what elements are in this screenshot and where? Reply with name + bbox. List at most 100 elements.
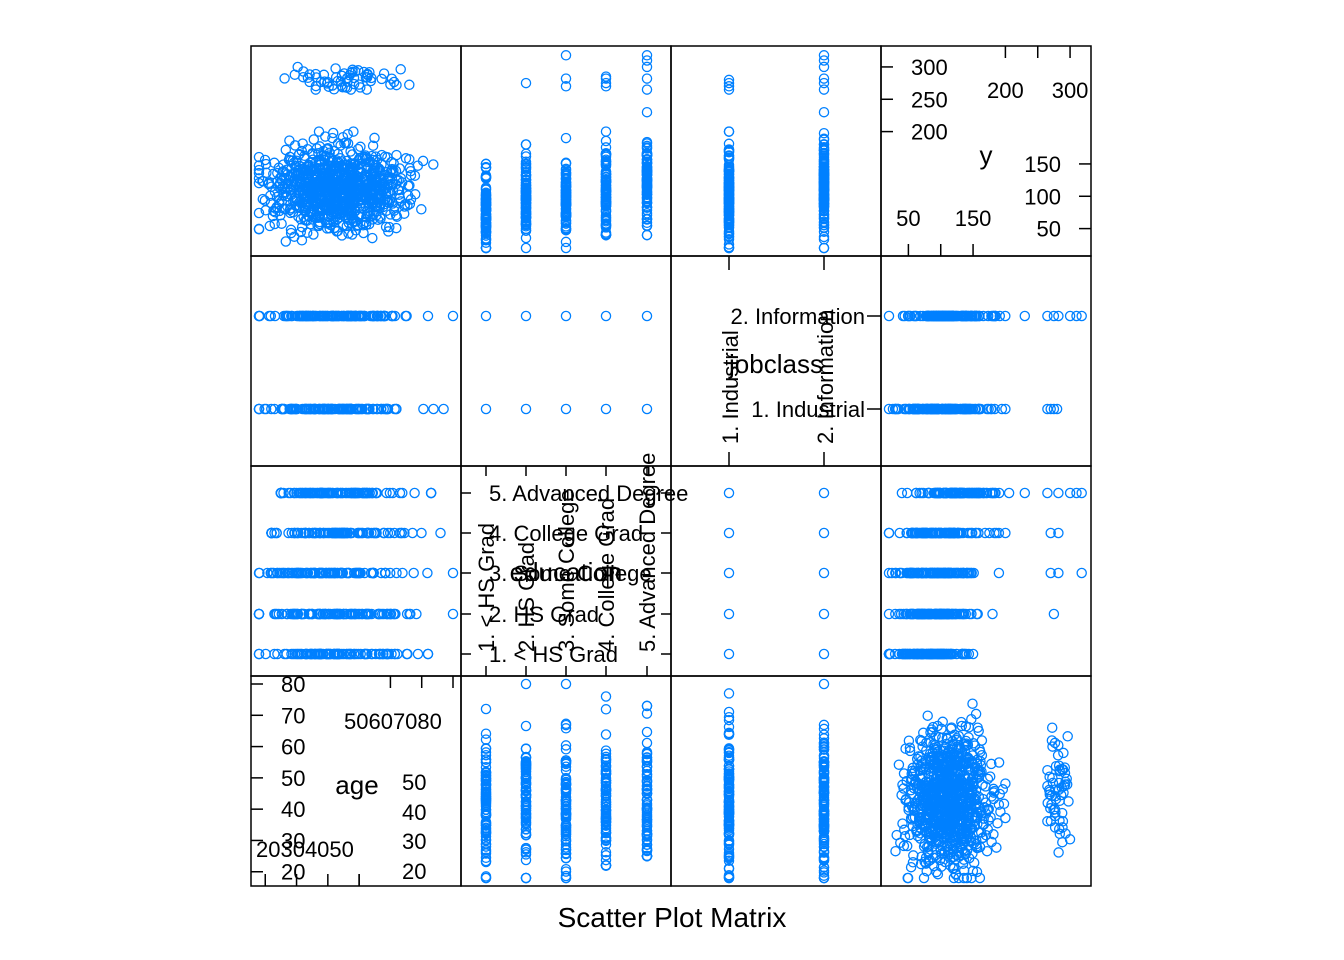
y-vs-jobclass-point bbox=[723, 147, 735, 158]
y-vs-education-point bbox=[641, 214, 653, 225]
jobclass-vs-education-point bbox=[641, 403, 653, 415]
age-vs-jobclass-point bbox=[723, 750, 735, 761]
jobclass-vs-age-point bbox=[317, 310, 329, 322]
y-vs-education-point bbox=[641, 217, 653, 229]
jobclass-vs-age-point bbox=[313, 403, 325, 415]
age-vs-education-point bbox=[560, 761, 572, 772]
jobclass-vs-education-point bbox=[560, 310, 572, 322]
age-vs-jobclass-point bbox=[723, 806, 735, 818]
y-vs-jobclass-point bbox=[723, 197, 735, 208]
education-vs-age-point bbox=[282, 608, 293, 620]
education-vs-age-point bbox=[272, 648, 283, 660]
age-vs-education-point bbox=[560, 718, 572, 730]
y-vs-education-point bbox=[560, 203, 572, 215]
age-vs-y-point bbox=[992, 817, 1003, 829]
education-vs-jobclass-point bbox=[723, 567, 735, 579]
education-vs-jobclass-point bbox=[818, 527, 830, 539]
age-vs-education-point bbox=[641, 820, 653, 832]
jobclass-vs-age-point bbox=[277, 403, 288, 415]
y-vs-education-point bbox=[560, 211, 572, 222]
age-vs-jobclass-point bbox=[723, 729, 735, 740]
age-vs-education-point bbox=[480, 749, 492, 761]
jobclass-vs-age-point bbox=[299, 403, 310, 415]
age-vs-education-point bbox=[480, 770, 492, 781]
age-vs-jobclass-point bbox=[818, 819, 830, 831]
education-vs-age-point bbox=[266, 567, 277, 579]
education-vs-age-point bbox=[323, 648, 334, 660]
jobclass-vs-age-point bbox=[447, 310, 459, 322]
education-vs-age-point bbox=[294, 648, 305, 660]
education-vs-age-point bbox=[312, 648, 323, 660]
y-vs-education-point bbox=[520, 190, 532, 201]
education-vs-y-point bbox=[883, 527, 895, 539]
y-vs-education-point bbox=[480, 158, 492, 170]
age-vs-jobclass-point bbox=[723, 872, 735, 884]
y-vs-jobclass-point bbox=[818, 73, 830, 84]
y-vs-education-point bbox=[641, 229, 653, 241]
education-vs-y-point bbox=[901, 487, 913, 499]
education-vs-jobclass-point bbox=[818, 567, 830, 579]
age-vs-jobclass-point bbox=[818, 788, 830, 800]
education-vs-age-point bbox=[253, 648, 265, 660]
education-vs-age-point bbox=[362, 608, 374, 620]
education-vs-age-point bbox=[377, 648, 389, 660]
age-vs-jobclass-point bbox=[818, 782, 830, 794]
age-vs-education-point bbox=[600, 835, 612, 846]
age-vs-education-point bbox=[560, 827, 572, 838]
age-vs-education-point bbox=[480, 848, 492, 859]
age-vs-education-point bbox=[520, 819, 532, 830]
age-vs-jobclass-point bbox=[818, 744, 830, 755]
education-vs-age-point bbox=[328, 648, 340, 660]
jobclass-vs-age-point bbox=[314, 310, 326, 322]
age-vs-education-point bbox=[480, 792, 492, 804]
jobclass-vs-age-point bbox=[418, 403, 429, 415]
y-vs-education-point bbox=[520, 202, 532, 213]
age-vs-jobclass-point bbox=[818, 841, 830, 852]
y-vs-education-point bbox=[641, 220, 653, 232]
age-vs-jobclass-point bbox=[723, 811, 735, 823]
jobclass-vs-age-point bbox=[339, 403, 350, 415]
y-vs-education-point bbox=[480, 235, 492, 246]
age-vs-education-point bbox=[480, 756, 492, 768]
y-vs-education-point bbox=[641, 154, 653, 165]
education-vs-jobclass-point bbox=[723, 608, 735, 620]
y-vs-education-point bbox=[520, 139, 532, 150]
age-vs-jobclass-point bbox=[723, 706, 735, 718]
jobclass-vs-age-point bbox=[327, 403, 339, 415]
jobclass-vs-age-point bbox=[422, 310, 434, 322]
y-vs-education-point bbox=[600, 135, 612, 147]
age-vs-jobclass-point bbox=[818, 737, 830, 749]
education-vs-age-point bbox=[345, 608, 357, 620]
y-vs-education-point bbox=[520, 148, 532, 159]
education-vs-age-point bbox=[380, 567, 391, 579]
age-vs-education-point bbox=[600, 764, 612, 776]
age-vs-education-point bbox=[520, 815, 532, 826]
y-vs-jobclass-point bbox=[818, 195, 830, 207]
y-vs-jobclass-point bbox=[818, 161, 830, 173]
y-vs-education-point bbox=[641, 210, 653, 221]
jobclass-vs-age-point bbox=[345, 403, 356, 415]
education-vs-age-point bbox=[366, 648, 378, 660]
y-vs-jobclass-point bbox=[723, 230, 735, 242]
education-vs-age-point bbox=[262, 567, 273, 579]
y-vs-education-point bbox=[520, 183, 532, 194]
education-vs-age-point bbox=[412, 648, 424, 660]
age-vs-education-point bbox=[520, 847, 532, 858]
jobclass-vs-age-point bbox=[356, 403, 367, 415]
education-vs-age-point bbox=[320, 608, 331, 620]
education-vs-age-point bbox=[366, 608, 377, 620]
age-vs-education-point bbox=[480, 808, 492, 819]
education-vs-age-point bbox=[373, 608, 385, 620]
age-vs-y-point bbox=[890, 845, 901, 857]
education-vs-age-point bbox=[408, 567, 419, 579]
age-vs-education-point bbox=[641, 811, 653, 822]
y-vs-jobclass-point bbox=[818, 61, 830, 73]
age-vs-education-point bbox=[641, 844, 653, 856]
education-vs-age-point bbox=[422, 567, 433, 579]
age-vs-jobclass-point bbox=[818, 765, 830, 777]
jobclass-vs-age-point bbox=[366, 310, 378, 322]
jobclass-vs-age-point bbox=[266, 403, 277, 415]
y-vs-jobclass-point bbox=[818, 127, 830, 139]
y-vs-jobclass-point bbox=[818, 145, 830, 156]
y-vs-jobclass-point bbox=[723, 241, 735, 253]
